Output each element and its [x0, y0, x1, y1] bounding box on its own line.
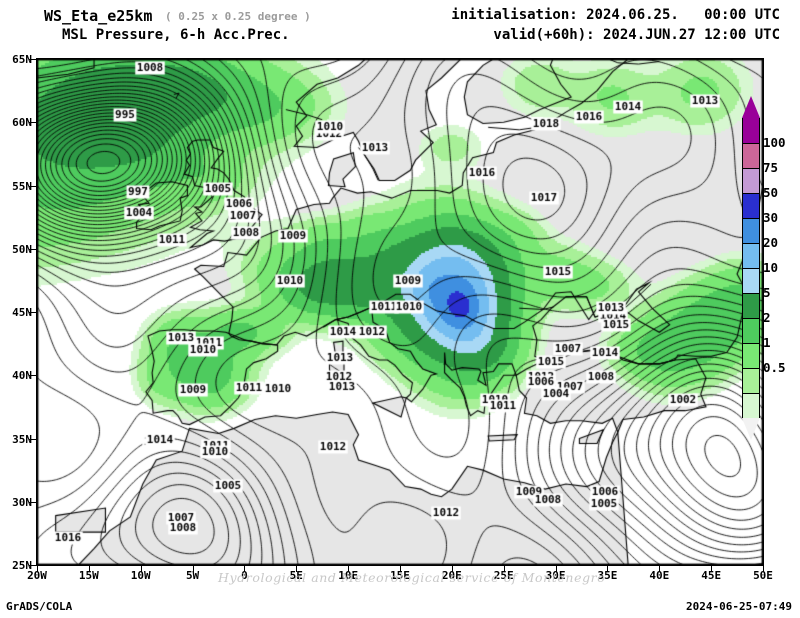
longitude-tick-mark	[192, 566, 194, 572]
colorbar-band	[742, 168, 760, 193]
longitude-tick-mark	[555, 566, 557, 572]
longitude-tick-mark	[503, 566, 505, 572]
latitude-tick-mark	[29, 185, 36, 187]
model-resolution-label: ( 0.25 x 0.25 degree )	[165, 10, 311, 23]
latitude-tick-label: 65N	[12, 53, 32, 66]
latitude-tick-label: 40N	[12, 369, 32, 383]
latitude-tick-mark	[29, 248, 36, 250]
colorbar-tick-label: 100	[763, 135, 786, 150]
field-title-label: MSL Pressure, 6-h Acc.Prec.	[62, 27, 290, 43]
longitude-tick-label: 0	[241, 569, 248, 582]
colorbar-band	[742, 268, 760, 293]
longitude-tick-mark	[296, 566, 298, 572]
latitude-tick-label: 55N	[12, 179, 32, 193]
longitude-tick-mark	[763, 566, 764, 572]
model-name-label: WS_Eta_e25km	[44, 7, 153, 25]
longitude-tick-label: 35E	[597, 569, 618, 582]
longitude-tick-mark	[711, 566, 713, 572]
colorbar-tick-label: 50	[763, 185, 779, 200]
colorbar-top-arrow	[742, 96, 760, 118]
latitude-tick-mark	[29, 122, 36, 124]
latitude-tick-label: 25N	[12, 559, 32, 572]
longitude-tick-label: 45E	[701, 569, 722, 582]
latitude-tick-label: 60N	[12, 116, 32, 130]
longitude-tick-mark	[244, 566, 246, 572]
latitude-tick-mark	[29, 375, 36, 377]
longitude-tick-label: 50E	[753, 569, 773, 582]
longitude-tick-label: 40E	[649, 569, 670, 582]
colorbar-band	[742, 143, 760, 168]
latitude-tick-label: 30N	[12, 495, 32, 509]
valid-time-label: valid(+60h): 2024.JUN.27 12:00 UTC	[493, 27, 780, 43]
latitude-tick-mark	[29, 312, 36, 313]
colorbar-tick-label: 75	[763, 160, 779, 175]
longitude-tick-label: 20E	[441, 569, 462, 582]
longitude-tick-label: 30E	[545, 569, 566, 582]
longitude-tick-mark	[659, 566, 661, 572]
latitude-tick-label: 45N	[12, 306, 32, 319]
latitude-tick-label: 50N	[12, 242, 32, 256]
longitude-tick-mark	[400, 566, 401, 572]
colorbar-band	[742, 393, 760, 418]
longitude-tick-label: 5W	[185, 569, 200, 582]
colorbar-band	[742, 193, 760, 218]
latitude-tick-label: 35N	[12, 432, 32, 446]
colorbar-tick-label: 5	[763, 285, 771, 300]
colorbar-bottom-arrow	[742, 418, 760, 440]
colorbar-tick-label: 20	[763, 235, 779, 250]
colorbar-band	[742, 293, 760, 318]
colorbar-tick-label: 30	[763, 210, 779, 225]
colorbar-band	[742, 218, 760, 243]
longitude-tick-mark	[348, 566, 350, 572]
map-plot-area	[36, 58, 764, 566]
longitude-tick-label: 15W	[78, 569, 99, 582]
generation-timestamp-label: 2024-06-25-07:49	[686, 600, 792, 613]
longitude-tick-label: 15E	[390, 569, 410, 582]
longitude-tick-label: 5E	[289, 569, 303, 582]
initialisation-time-label: initialisation: 2024.06.25. 00:00 UTC	[451, 7, 780, 23]
longitude-tick-mark	[37, 566, 38, 572]
longitude-tick-mark	[607, 566, 609, 572]
latitude-tick-mark	[29, 438, 36, 440]
colorbar-tick-label: 0.5	[763, 360, 786, 375]
colorbar-tick-label: 10	[763, 260, 779, 275]
longitude-tick-label: 25E	[493, 569, 514, 582]
longitude-tick-mark	[451, 566, 453, 572]
latitude-tick-mark	[29, 59, 36, 60]
weather-map-canvas	[37, 59, 763, 565]
longitude-tick-label: 20W	[27, 569, 47, 582]
software-credit-label: GrADS/COLA	[6, 600, 73, 613]
colorbar-band	[742, 243, 760, 268]
longitude-tick-mark	[88, 566, 90, 572]
chart-header: WS_Eta_e25km ( 0.25 x 0.25 degree ) MSL …	[0, 0, 800, 48]
colorbar-band	[742, 318, 760, 343]
longitude-tick-mark	[140, 566, 142, 572]
precipitation-colorbar	[742, 118, 760, 418]
colorbar-tick-label: 1	[763, 335, 771, 350]
colorbar-tick-label: 2	[763, 310, 771, 325]
latitude-tick-mark	[29, 565, 36, 566]
longitude-tick-label: 10E	[338, 569, 359, 582]
colorbar-band	[742, 343, 760, 368]
latitude-tick-mark	[29, 501, 36, 503]
colorbar-band	[742, 368, 760, 393]
longitude-tick-label: 10W	[130, 569, 151, 582]
colorbar-band	[742, 118, 760, 143]
